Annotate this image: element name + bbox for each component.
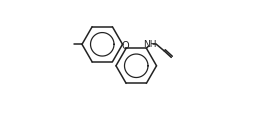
Text: O: O	[121, 41, 129, 51]
Text: NH: NH	[143, 40, 157, 49]
